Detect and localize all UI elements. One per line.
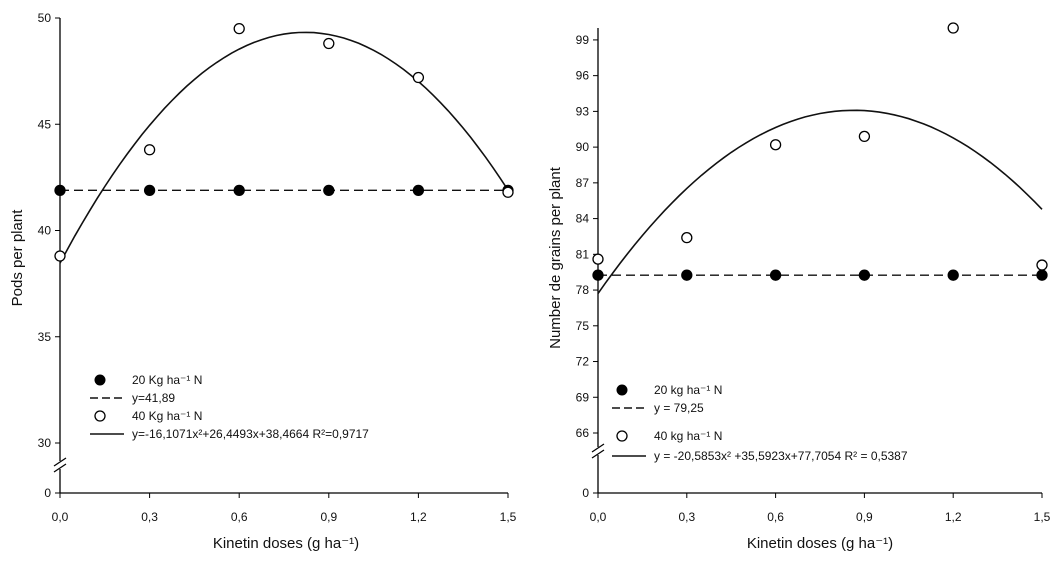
- data-point-filled: [54, 184, 66, 196]
- y-tick-label: 93: [576, 104, 590, 118]
- data-point-open: [323, 37, 335, 50]
- y-tick-label: 35: [38, 330, 52, 344]
- data-point-filled: [592, 269, 604, 281]
- x-tick-label: 0,6: [767, 510, 784, 524]
- data-point-filled: [681, 269, 693, 281]
- x-tick-label: 0,3: [141, 510, 158, 524]
- axis-break-gap: [54, 461, 66, 469]
- x-tick-label: 1,2: [945, 510, 962, 524]
- y-tick-label: 0: [582, 486, 589, 500]
- y-tick-label: 75: [576, 319, 590, 333]
- data-point-open: [769, 139, 782, 151]
- legend-label: 40 kg ha⁻¹ N: [654, 429, 722, 443]
- x-axis-label: Kinetin doses (g ha⁻¹): [747, 535, 893, 552]
- fit-curve-quadratic: [597, 109, 1043, 295]
- data-point-filled: [412, 184, 425, 196]
- x-tick-label: 0,0: [590, 510, 607, 524]
- y-tick-label: 40: [38, 224, 52, 238]
- y-tick-label: 81: [576, 247, 590, 261]
- chart-pods-per-plant: 0,0 0,3 0,6 0,9 1,2 1,5 0 30 35 40 45 50 Kinetin dos…: [9, 11, 517, 552]
- y-tick-label: 90: [576, 140, 590, 154]
- data-point-open: [143, 144, 156, 156]
- y-tick-label: 96: [576, 69, 590, 83]
- y-tick-label: 99: [576, 33, 590, 47]
- y-tick-label: 0: [44, 486, 51, 500]
- y-tick-label: 45: [38, 117, 52, 131]
- x-tick-label: 0,9: [320, 510, 337, 524]
- legend-label: 20 kg ha⁻¹ N: [654, 383, 722, 397]
- legend-label: y=41,89: [132, 391, 175, 405]
- axis-break-mark: [53, 463, 67, 473]
- legend-label: y = 79,25: [654, 401, 704, 415]
- data-point-open: [233, 22, 245, 35]
- legend: 20 Kg ha⁻¹ N y=41,89 40 Kg ha⁻¹ N y=-16,107…: [90, 373, 369, 441]
- data-point-filled: [858, 269, 871, 281]
- data-point-open: [681, 231, 693, 244]
- y-tick-label: 69: [576, 390, 590, 404]
- axis-break: [591, 443, 605, 459]
- axis-break-mark: [53, 457, 67, 467]
- data-point-filled: [323, 184, 335, 196]
- axis-break-mark: [591, 449, 605, 459]
- legend-marker-open: [616, 430, 628, 442]
- data-point-open: [54, 250, 66, 262]
- y-tick-label: 30: [38, 436, 52, 450]
- y-axis-label: Pods per plant: [9, 209, 26, 307]
- x-tick-label: 1,5: [1034, 510, 1051, 524]
- legend-marker-filled: [616, 384, 628, 396]
- legend-marker-open: [94, 410, 106, 422]
- data-point-open: [502, 186, 514, 198]
- y-tick-label: 78: [576, 283, 590, 297]
- x-tick-label: 0,9: [856, 510, 873, 524]
- x-tick-label: 0,0: [52, 510, 69, 524]
- legend-label: 40 Kg ha⁻¹ N: [132, 409, 202, 423]
- legend-label: y = -20,5853x² +35,5923x+77,7054 R² = 0,…: [654, 449, 908, 463]
- y-axis-label: Number de grains per plant: [547, 166, 564, 349]
- fit-curve-quadratic: [59, 31, 509, 264]
- data-point-filled: [233, 184, 245, 196]
- axis-break-gap: [592, 447, 604, 455]
- chart-grains-per-plant: 0,0 0,3 0,6 0,9 1,2 1,5 0 66 69 72 75 78 81 84 87 90 93 9…: [547, 22, 1051, 552]
- y-tick-label: 66: [576, 426, 590, 440]
- legend-marker-filled: [94, 374, 106, 386]
- axis-break: [53, 457, 67, 473]
- data-point-filled: [143, 184, 156, 196]
- y-tick-label: 87: [576, 176, 590, 190]
- x-axis-label: Kinetin doses (g ha⁻¹): [213, 535, 359, 552]
- legend: 20 kg ha⁻¹ N y = 79,25 40 kg ha⁻¹ N y = -20…: [612, 383, 908, 463]
- data-point-open: [858, 130, 871, 143]
- x-tick-label: 1,2: [410, 510, 427, 524]
- data-point-open: [592, 253, 604, 265]
- axis-break-mark: [591, 443, 605, 453]
- x-tick-label: 0,3: [678, 510, 695, 524]
- y-tick-label: 50: [38, 11, 52, 25]
- y-tick-label: 84: [576, 212, 590, 226]
- legend-label: 20 Kg ha⁻¹ N: [132, 373, 202, 387]
- data-point-filled: [947, 269, 959, 281]
- x-tick-label: 0,6: [231, 510, 248, 524]
- legend-label: y=-16,1071x²+26,4493x+38,4664 R²=0,9717: [132, 427, 369, 441]
- x-tick-label: 1,5: [500, 510, 517, 524]
- y-tick-label: 72: [576, 355, 590, 369]
- data-point-open: [1036, 259, 1048, 271]
- data-point-open: [947, 22, 959, 34]
- data-point-filled: [769, 269, 782, 281]
- data-point-open: [412, 71, 425, 84]
- data-point-filled: [1036, 269, 1048, 281]
